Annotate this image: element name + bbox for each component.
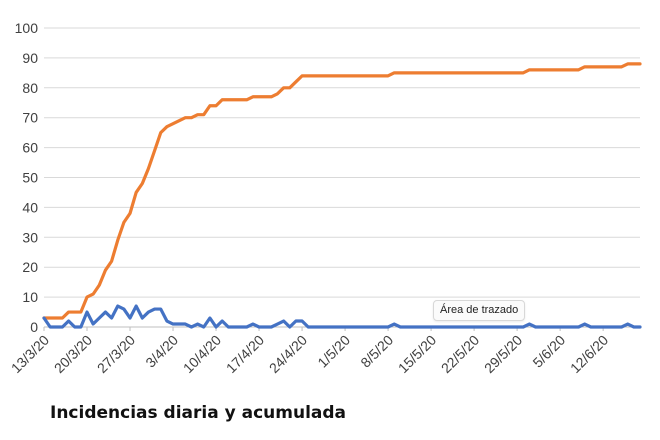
y-tick-label: 0 bbox=[30, 319, 38, 335]
y-tick-label: 50 bbox=[22, 170, 38, 186]
x-tick-label: 5/6/20 bbox=[529, 332, 568, 371]
x-tick-label: 15/5/20 bbox=[395, 332, 439, 376]
y-tick-label: 30 bbox=[22, 229, 38, 245]
x-tick-label: 24/4/20 bbox=[266, 332, 310, 376]
x-tick-label: 13/3/20 bbox=[8, 332, 52, 376]
line-chart: 0 10 20 30 40 50 60 70 80 90 100 13/3/2020/3/2027/… bbox=[8, 20, 642, 376]
y-tick-label: 80 bbox=[22, 80, 38, 96]
x-tick-label: 1/5/20 bbox=[314, 332, 353, 371]
x-tick-label: 27/3/20 bbox=[94, 332, 138, 376]
x-tick-label: 10/4/20 bbox=[180, 332, 224, 376]
y-tick-label: 20 bbox=[22, 259, 38, 275]
x-tick-label: 8/5/20 bbox=[357, 332, 396, 371]
y-tick-label: 10 bbox=[22, 289, 38, 305]
y-tick-label: 60 bbox=[22, 140, 38, 156]
y-axis-tick-labels: 0 10 20 30 40 50 60 70 80 90 100 bbox=[15, 20, 39, 335]
y-tick-label: 70 bbox=[22, 110, 38, 126]
y-tick-label: 40 bbox=[22, 199, 38, 215]
gridlines bbox=[44, 27, 640, 328]
x-tick-label: 20/3/20 bbox=[51, 332, 95, 376]
x-tick-label: 12/6/20 bbox=[567, 332, 611, 376]
plot-area-tooltip: Área de trazado bbox=[433, 300, 526, 321]
series-line-cumulative bbox=[42, 62, 642, 320]
x-tick-label: 29/5/20 bbox=[481, 332, 525, 376]
y-tick-label: 90 bbox=[22, 50, 38, 66]
x-tick-label: 22/5/20 bbox=[438, 332, 482, 376]
series-line-daily bbox=[42, 304, 642, 329]
y-tick-label: 100 bbox=[15, 20, 39, 36]
series-lines bbox=[42, 62, 642, 329]
chart-caption: Incidencias diaria y acumulada bbox=[50, 403, 347, 423]
x-tick-label: 17/4/20 bbox=[223, 332, 267, 376]
x-tick-label: 3/4/20 bbox=[142, 332, 181, 371]
